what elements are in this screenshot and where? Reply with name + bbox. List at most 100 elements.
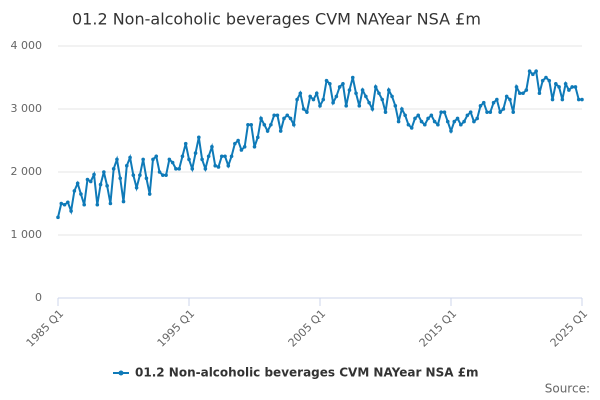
point — [432, 119, 437, 124]
point — [219, 154, 224, 159]
point — [301, 107, 306, 111]
point — [174, 167, 178, 171]
point — [128, 155, 132, 160]
point — [357, 104, 362, 108]
point — [367, 100, 371, 105]
y-tick-label: 1 000 — [11, 228, 43, 241]
point — [275, 113, 280, 118]
point — [337, 85, 342, 89]
point — [360, 88, 365, 92]
point — [452, 119, 457, 124]
point — [573, 85, 578, 89]
point — [92, 172, 96, 177]
point — [98, 182, 103, 187]
point — [111, 167, 116, 171]
point — [472, 119, 476, 124]
point — [550, 97, 555, 102]
point — [164, 173, 168, 177]
point — [459, 122, 463, 127]
source: Source: — [545, 382, 590, 396]
point — [314, 91, 319, 96]
point — [377, 91, 381, 96]
point — [475, 116, 480, 121]
point — [157, 170, 162, 174]
point — [449, 129, 453, 133]
point — [121, 199, 126, 204]
point — [504, 94, 509, 99]
point — [233, 141, 237, 146]
point — [242, 145, 247, 149]
point — [115, 157, 119, 162]
point — [216, 165, 221, 169]
point — [131, 173, 136, 177]
point — [413, 116, 417, 121]
x-tick-label: 2005 Q1 — [286, 307, 329, 350]
point — [468, 110, 473, 114]
point — [102, 170, 106, 174]
series-line — [57, 69, 582, 218]
x-tick-label: 1985 Q1 — [24, 307, 67, 350]
point — [272, 113, 276, 118]
point — [321, 97, 326, 102]
point — [557, 85, 561, 89]
point — [364, 94, 368, 99]
point — [498, 110, 502, 114]
point — [262, 122, 267, 127]
point — [396, 119, 401, 124]
point — [177, 167, 181, 171]
point — [445, 119, 450, 124]
point — [59, 201, 64, 206]
point — [462, 119, 466, 124]
point — [223, 154, 227, 159]
point — [560, 97, 565, 102]
point — [151, 157, 155, 162]
point — [380, 97, 385, 102]
point — [544, 75, 548, 80]
point — [331, 100, 335, 105]
chart-title: 01.2 Non-alcoholic beverages CVM NAYear … — [72, 10, 481, 29]
point — [341, 82, 345, 86]
point — [554, 82, 558, 86]
point — [465, 113, 470, 118]
point — [246, 122, 250, 127]
point — [124, 163, 129, 168]
point — [534, 69, 538, 73]
point — [278, 129, 283, 133]
point — [576, 97, 581, 102]
point — [255, 135, 260, 140]
point — [252, 145, 257, 149]
point — [229, 154, 234, 159]
point — [436, 122, 440, 127]
point — [531, 72, 535, 77]
point — [75, 181, 80, 186]
point — [324, 78, 329, 83]
point — [285, 113, 290, 118]
point — [439, 110, 443, 114]
point — [82, 202, 86, 207]
point — [491, 100, 496, 105]
point — [197, 135, 201, 140]
point — [495, 97, 499, 102]
point — [249, 122, 254, 127]
point — [147, 192, 152, 196]
point — [406, 122, 411, 127]
point — [95, 202, 100, 207]
point — [141, 157, 145, 162]
y-tick-label: 0 — [35, 291, 42, 304]
point — [183, 141, 188, 146]
legend-label: 01.2 Non-alcoholic beverages CVM NAYear … — [135, 366, 479, 380]
point — [134, 185, 139, 190]
point — [426, 116, 430, 121]
legend-marker — [118, 370, 124, 376]
y-tick-label: 4 000 — [11, 39, 43, 52]
point — [511, 110, 516, 114]
point — [517, 91, 522, 96]
point — [187, 157, 191, 162]
point — [305, 110, 309, 114]
point — [347, 88, 352, 92]
point — [298, 91, 303, 96]
point — [105, 184, 109, 188]
point — [350, 75, 355, 80]
point — [570, 85, 574, 89]
point — [200, 157, 204, 162]
